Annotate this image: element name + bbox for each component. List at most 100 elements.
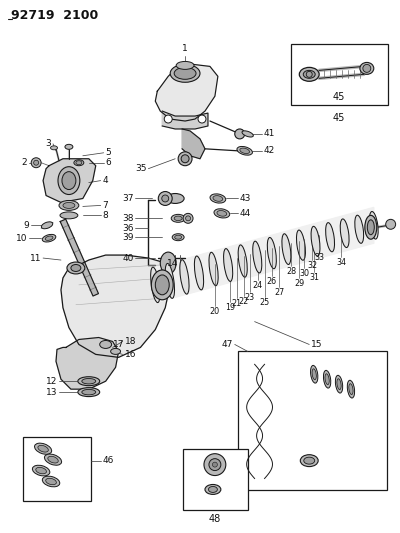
Ellipse shape: [253, 241, 262, 273]
Text: 39: 39: [122, 233, 134, 241]
Ellipse shape: [237, 147, 252, 155]
Text: 11: 11: [30, 254, 41, 263]
Ellipse shape: [180, 260, 189, 294]
Ellipse shape: [42, 235, 56, 242]
Ellipse shape: [74, 160, 84, 166]
Text: 40: 40: [122, 254, 134, 263]
Ellipse shape: [78, 387, 100, 397]
Text: 92719  2100: 92719 2100: [11, 9, 98, 22]
Ellipse shape: [62, 172, 76, 190]
Text: 28: 28: [286, 267, 296, 276]
Text: 3: 3: [45, 139, 51, 148]
Ellipse shape: [324, 370, 331, 388]
Text: 18: 18: [124, 337, 136, 346]
Polygon shape: [60, 219, 98, 296]
Ellipse shape: [60, 212, 78, 219]
Ellipse shape: [155, 275, 169, 295]
Ellipse shape: [300, 455, 318, 466]
Polygon shape: [155, 63, 218, 121]
Ellipse shape: [370, 212, 378, 239]
Text: 34: 34: [336, 258, 346, 267]
Ellipse shape: [310, 366, 318, 383]
Ellipse shape: [335, 375, 343, 393]
Ellipse shape: [165, 263, 174, 298]
Ellipse shape: [82, 378, 96, 384]
Ellipse shape: [32, 465, 50, 476]
Circle shape: [235, 129, 245, 139]
Ellipse shape: [238, 245, 247, 277]
Text: 44: 44: [240, 209, 251, 218]
Text: 42: 42: [264, 147, 275, 155]
Ellipse shape: [174, 67, 196, 79]
Circle shape: [162, 195, 169, 202]
Ellipse shape: [240, 148, 250, 154]
Text: 1: 1: [182, 44, 188, 53]
Text: 22: 22: [238, 297, 249, 306]
Text: 30: 30: [299, 269, 309, 278]
Circle shape: [186, 216, 190, 221]
Ellipse shape: [210, 194, 226, 203]
Text: 23: 23: [244, 293, 255, 302]
Ellipse shape: [304, 457, 315, 464]
Ellipse shape: [224, 248, 233, 281]
Ellipse shape: [213, 196, 223, 201]
Ellipse shape: [172, 234, 184, 241]
Ellipse shape: [71, 264, 81, 271]
Text: 48: 48: [209, 514, 221, 524]
Text: 13: 13: [46, 387, 57, 397]
Circle shape: [34, 160, 39, 165]
Circle shape: [212, 462, 217, 467]
Ellipse shape: [63, 203, 75, 208]
Polygon shape: [56, 337, 118, 389]
Circle shape: [209, 459, 221, 471]
Ellipse shape: [194, 256, 204, 290]
Text: 27: 27: [274, 288, 284, 297]
Ellipse shape: [337, 379, 341, 390]
Ellipse shape: [170, 64, 200, 82]
Circle shape: [204, 454, 226, 475]
Ellipse shape: [303, 70, 315, 78]
Text: 7: 7: [103, 201, 108, 210]
Bar: [23, 437, 91, 502]
Circle shape: [158, 191, 172, 205]
Text: 12: 12: [46, 377, 57, 386]
Text: 45: 45: [333, 92, 345, 102]
Ellipse shape: [59, 200, 79, 211]
Ellipse shape: [50, 146, 58, 150]
Text: 47: 47: [221, 340, 233, 349]
Text: 19: 19: [225, 303, 235, 312]
Ellipse shape: [34, 443, 52, 454]
Ellipse shape: [312, 369, 316, 379]
Text: 2: 2: [22, 158, 27, 167]
Ellipse shape: [355, 215, 364, 243]
Ellipse shape: [151, 267, 160, 303]
Ellipse shape: [175, 235, 182, 239]
Ellipse shape: [325, 374, 329, 385]
Circle shape: [31, 158, 41, 168]
Circle shape: [164, 115, 172, 123]
Text: 16: 16: [124, 350, 136, 359]
Ellipse shape: [65, 144, 73, 149]
Circle shape: [181, 155, 189, 163]
Ellipse shape: [48, 456, 58, 463]
Ellipse shape: [171, 214, 185, 222]
Ellipse shape: [160, 252, 176, 274]
Text: 37: 37: [122, 194, 134, 203]
Text: 26: 26: [266, 277, 276, 286]
Text: 21: 21: [232, 299, 242, 308]
Ellipse shape: [151, 270, 173, 300]
Text: 5: 5: [106, 148, 112, 157]
Ellipse shape: [242, 131, 253, 137]
Ellipse shape: [209, 252, 218, 286]
Ellipse shape: [326, 223, 334, 252]
Polygon shape: [155, 207, 374, 303]
Bar: [183, 449, 248, 510]
Ellipse shape: [36, 467, 46, 474]
Ellipse shape: [41, 222, 53, 229]
Text: 38: 38: [122, 214, 134, 223]
Text: 24: 24: [252, 281, 263, 290]
Circle shape: [178, 152, 192, 166]
Ellipse shape: [365, 215, 377, 239]
Text: 45: 45: [333, 113, 345, 123]
Ellipse shape: [208, 487, 217, 492]
